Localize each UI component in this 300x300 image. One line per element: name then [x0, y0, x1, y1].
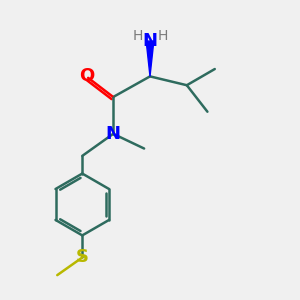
Text: S: S: [76, 248, 89, 266]
Text: N: N: [142, 32, 158, 50]
Text: O: O: [79, 68, 94, 85]
Text: H: H: [157, 29, 168, 43]
Text: N: N: [106, 125, 121, 143]
Text: H: H: [132, 29, 143, 43]
Polygon shape: [146, 41, 154, 76]
